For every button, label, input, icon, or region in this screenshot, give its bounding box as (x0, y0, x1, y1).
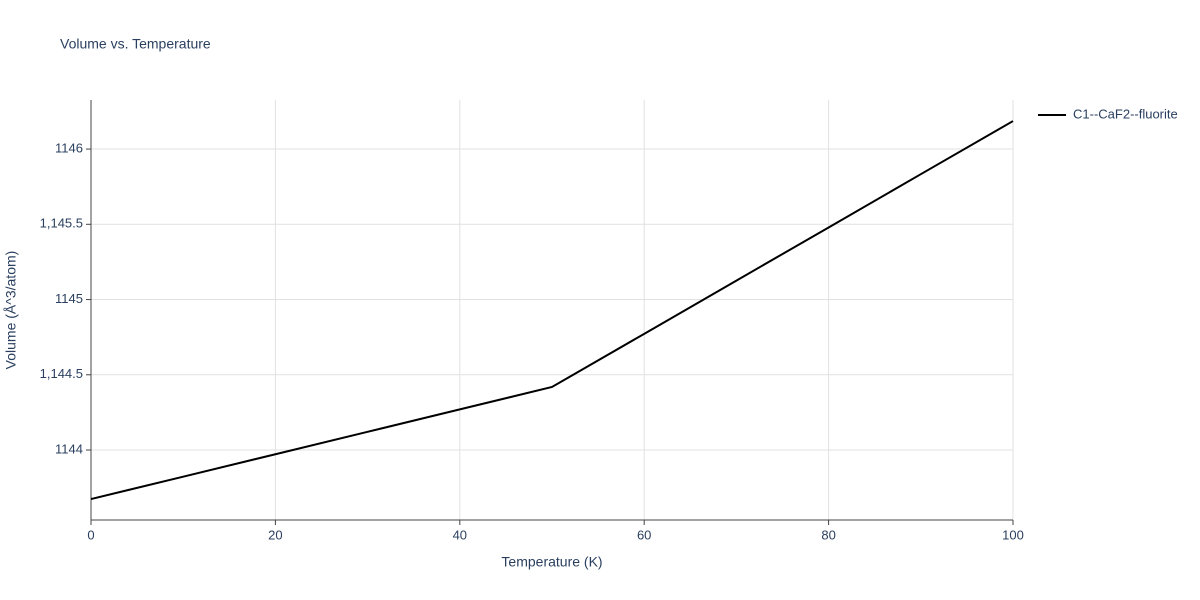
x-axis-label: Temperature (K) (501, 554, 602, 570)
x-tick-label: 0 (87, 527, 94, 542)
data-line (90, 120, 1014, 501)
x-tick-label: 80 (821, 527, 835, 542)
x-tick-label: 60 (637, 527, 651, 542)
x-tick-label: 20 (268, 527, 282, 542)
y-tick-label: 1146 (55, 140, 83, 155)
y-tick-label: 1,144.5 (40, 366, 83, 381)
y-tick-label: 1144 (55, 441, 83, 456)
y-tick-label: 1145 (55, 291, 83, 306)
x-tick-label: 100 (1002, 527, 1024, 542)
legend-label: C1--CaF2--fluorite (1073, 106, 1178, 121)
y-tick-label: 1,145.5 (40, 216, 83, 231)
x-tick-label: 40 (453, 527, 467, 542)
y-axis-label: Volume (Å^3/atom) (3, 251, 19, 370)
chart-title: Volume vs. Temperature (60, 36, 211, 52)
